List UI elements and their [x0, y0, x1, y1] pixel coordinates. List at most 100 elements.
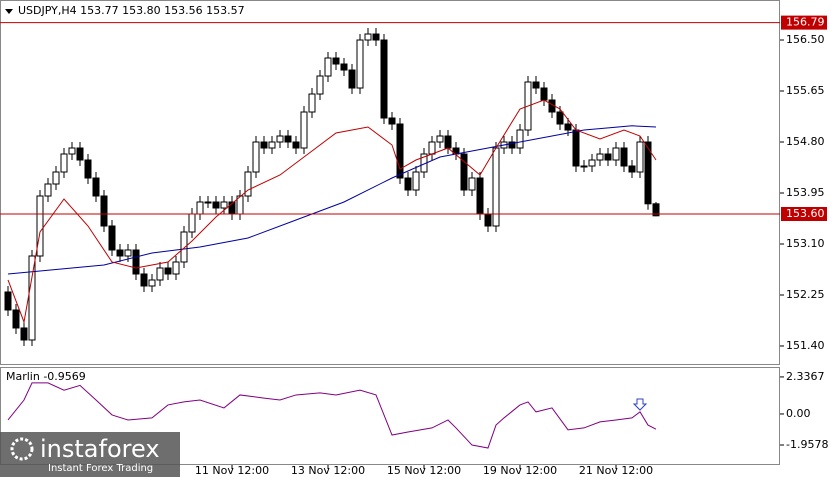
x-tick-label: 19 Nov 12:00: [483, 464, 557, 477]
candle-body: [460, 153, 468, 191]
x-tick-label: 21 Nov 12:00: [579, 464, 653, 477]
y-tick-label: 151.40: [786, 339, 825, 352]
candle-body: [268, 141, 276, 149]
candle-body: [652, 203, 660, 217]
candle-body: [300, 111, 308, 149]
y-tick-label: 153.95: [786, 186, 825, 199]
candle-body: [212, 201, 220, 209]
candle-body: [308, 93, 316, 113]
candle-body: [28, 255, 36, 341]
candle-body: [276, 135, 284, 143]
candle-body: [564, 123, 572, 131]
chart-title: USDJPY,H4 153.77 153.80 153.56 153.57: [18, 4, 245, 17]
candle-body: [148, 279, 156, 287]
watermark-brand: instaforex: [40, 435, 160, 463]
candle-body: [580, 165, 588, 168]
indicator-title: Marlin -0.9569: [6, 370, 86, 383]
candle-body: [468, 177, 476, 191]
candle-body: [36, 195, 44, 257]
candle-body: [484, 213, 492, 227]
candle-body: [372, 33, 380, 41]
candle-body: [340, 63, 348, 71]
level-label: 153.60: [786, 207, 825, 220]
candle-body: [404, 177, 412, 191]
candle-body: [292, 141, 300, 149]
candle-body: [68, 147, 76, 155]
candle-body: [636, 141, 644, 173]
candle-body: [188, 213, 196, 233]
candle-body: [44, 183, 52, 197]
candle-body: [540, 87, 548, 101]
candle-body: [252, 141, 260, 173]
y-tick-label: 155.65: [786, 84, 825, 97]
candle-body: [324, 57, 332, 77]
candle-body: [644, 141, 652, 205]
candle-body: [76, 147, 84, 161]
candle-body: [4, 291, 12, 311]
candle-body: [12, 309, 20, 329]
level-label: 156.79: [786, 16, 825, 29]
y-tick-label: 153.10: [786, 237, 825, 250]
candle-body: [628, 165, 636, 173]
candle-body: [412, 171, 420, 191]
candle-body: [516, 129, 524, 149]
menu-arrow[interactable]: [5, 9, 13, 14]
candle-body: [388, 117, 396, 125]
signal-arrow: [632, 398, 648, 411]
candle-body: [156, 267, 164, 281]
candle-body: [380, 39, 388, 119]
candle-body: [356, 39, 364, 89]
x-tick-label: 13 Nov 12:00: [291, 464, 365, 477]
candle-body: [588, 159, 596, 167]
candle-body: [532, 81, 540, 89]
candle-body: [508, 141, 516, 149]
candle-body: [612, 147, 620, 161]
candle-body: [316, 75, 324, 95]
candle-body: [396, 123, 404, 179]
candle-body: [436, 135, 444, 143]
indicator-line: [7, 99, 657, 324]
candle-body: [60, 153, 68, 173]
candle-body: [348, 69, 356, 89]
candle-body: [556, 111, 564, 125]
candle-body: [220, 201, 228, 209]
candle-body: [620, 147, 628, 167]
candle-body: [332, 57, 340, 65]
y-tick-label: -1.9578: [786, 438, 828, 451]
candle-body: [444, 135, 452, 149]
candle-body: [84, 159, 92, 179]
candle-body: [116, 249, 124, 257]
candle-body: [244, 171, 252, 197]
candle-body: [132, 249, 140, 275]
candle-body: [92, 177, 100, 197]
watermark-tagline: Instant Forex Trading: [48, 463, 153, 474]
candle-body: [604, 153, 612, 161]
indicator-line: [7, 382, 657, 449]
candle-body: [260, 141, 268, 149]
y-tick-label: 152.25: [786, 288, 825, 301]
candle-body: [164, 267, 172, 275]
candle-body: [364, 33, 372, 41]
candle-body: [100, 195, 108, 227]
candle-body: [204, 201, 212, 204]
candle-body: [108, 225, 116, 251]
y-tick-label: 2.3367: [786, 370, 825, 383]
candle-body: [172, 261, 180, 275]
candle-body: [428, 141, 436, 155]
watermark-logo: [10, 437, 34, 461]
candle-body: [124, 249, 132, 257]
x-tick-label: 15 Nov 12:00: [387, 464, 461, 477]
candle-body: [180, 231, 188, 263]
indicator-frame: [0, 367, 780, 465]
candle-body: [476, 177, 484, 215]
main-frame: [0, 0, 780, 365]
candle-body: [140, 273, 148, 287]
candle-body: [20, 327, 28, 341]
indicator-line: [7, 125, 657, 275]
x-tick-label: 11 Nov 12:00: [195, 464, 269, 477]
candle-body: [52, 171, 60, 185]
level-label-bg: [781, 15, 827, 30]
candle-body: [284, 135, 292, 143]
